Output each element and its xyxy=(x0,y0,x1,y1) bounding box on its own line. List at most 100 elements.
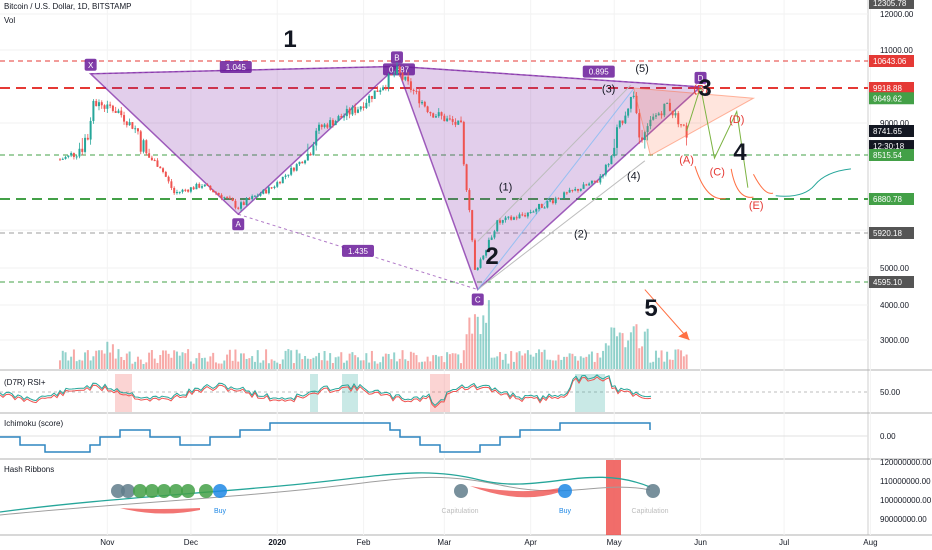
volume-bar xyxy=(356,357,359,369)
volume-bar xyxy=(577,360,579,369)
volume-bar xyxy=(657,357,660,369)
candle-body xyxy=(81,148,84,152)
candle-body xyxy=(128,122,131,126)
volume-bar xyxy=(251,356,254,369)
candle-body xyxy=(404,76,407,80)
ichimoku-score-line xyxy=(0,422,651,453)
candle-body xyxy=(382,87,385,91)
volume-bar xyxy=(86,350,89,369)
volume-bar xyxy=(646,328,649,369)
volume-bar xyxy=(125,353,128,369)
hash-capitulation-bar xyxy=(606,460,621,535)
candle-body xyxy=(251,196,254,200)
volume-bar xyxy=(376,363,379,369)
candle-body xyxy=(373,90,376,99)
candle-body xyxy=(448,118,451,120)
volume-bar xyxy=(343,362,346,369)
volume-bar xyxy=(457,354,460,369)
volume-bar xyxy=(563,356,566,369)
candle-body xyxy=(654,115,657,117)
candle-body xyxy=(173,187,176,194)
candle-body xyxy=(114,110,117,114)
volume-bar xyxy=(81,360,84,369)
volume-bar xyxy=(362,360,365,369)
projection-curve xyxy=(753,174,774,194)
candle-body xyxy=(212,189,215,193)
candle-body xyxy=(590,180,593,184)
volume-bar xyxy=(624,347,627,369)
candle-body xyxy=(446,118,449,122)
candle-body xyxy=(493,231,496,238)
candle-body xyxy=(103,105,106,109)
volume-bar xyxy=(379,362,382,369)
volume-bar xyxy=(471,333,474,369)
rsi-zone xyxy=(342,374,358,412)
candle-body xyxy=(331,120,334,126)
price-axis-badge-label: 9649.62 xyxy=(873,94,902,103)
candle-body xyxy=(273,186,276,188)
volume-bar xyxy=(384,353,387,369)
volume-bar xyxy=(150,350,153,369)
annotation-number: 5 xyxy=(644,295,657,322)
volume-bar xyxy=(596,352,599,369)
volume-bar xyxy=(256,350,259,369)
volume-bar xyxy=(134,361,137,369)
volume-bar xyxy=(496,356,499,369)
volume-bar xyxy=(156,362,159,369)
candle-body xyxy=(476,267,479,270)
candle-body xyxy=(237,207,240,209)
volume-bar xyxy=(415,355,418,369)
volume-bar xyxy=(214,362,217,369)
volume-bar xyxy=(685,354,688,369)
volume-bar xyxy=(209,356,212,369)
volume-bar xyxy=(629,332,632,369)
volume-bar xyxy=(641,346,644,369)
candle-body xyxy=(660,113,663,116)
candle-body xyxy=(156,160,159,167)
annotation-number: 4 xyxy=(733,139,747,166)
y-tick-label: 3000.00 xyxy=(880,336,909,345)
hash-signal-annotation: Buy xyxy=(559,508,572,515)
volume-label: Vol xyxy=(4,16,16,25)
volume-bar xyxy=(387,354,390,369)
arrow-down-line xyxy=(644,289,690,341)
volume-bar xyxy=(515,352,518,369)
volume-bar xyxy=(540,352,543,369)
candle-body xyxy=(538,203,541,210)
volume-bar xyxy=(518,351,521,369)
candle-body xyxy=(546,200,549,208)
candle-body xyxy=(240,202,243,209)
volume-bar xyxy=(654,350,657,369)
volume-bar xyxy=(365,353,368,369)
volume-bar xyxy=(187,349,190,369)
candle-body xyxy=(125,121,128,126)
candle-body xyxy=(178,191,181,193)
volume-bar xyxy=(543,349,546,369)
price-axis-badge-label: 8741.65 xyxy=(873,127,902,136)
rsi-zone xyxy=(430,374,450,412)
candle-body xyxy=(379,90,382,92)
volume-bar xyxy=(627,340,630,369)
candle-body xyxy=(95,100,98,107)
candle-body xyxy=(549,200,552,202)
x-tick-label: 2020 xyxy=(268,538,286,547)
candle-body xyxy=(315,130,318,146)
volume-bar xyxy=(652,361,655,369)
volume-bar xyxy=(682,356,685,369)
harmonic-point-label: C xyxy=(475,296,481,305)
ichimoku-pane-label: Ichimoku (score) xyxy=(4,419,64,428)
volume-bar xyxy=(590,351,593,369)
candle-body xyxy=(677,113,680,125)
candle-body xyxy=(214,192,217,194)
volume-bar xyxy=(145,362,148,369)
candle-body xyxy=(192,187,195,190)
candle-body xyxy=(343,116,346,118)
volume-bar xyxy=(295,349,298,369)
candle-body xyxy=(593,180,596,182)
candle-body xyxy=(551,200,554,204)
hash-signal-annotation: Buy xyxy=(214,508,227,515)
candle-body xyxy=(496,220,499,232)
candle-body xyxy=(579,188,582,191)
candle-body xyxy=(323,124,326,128)
